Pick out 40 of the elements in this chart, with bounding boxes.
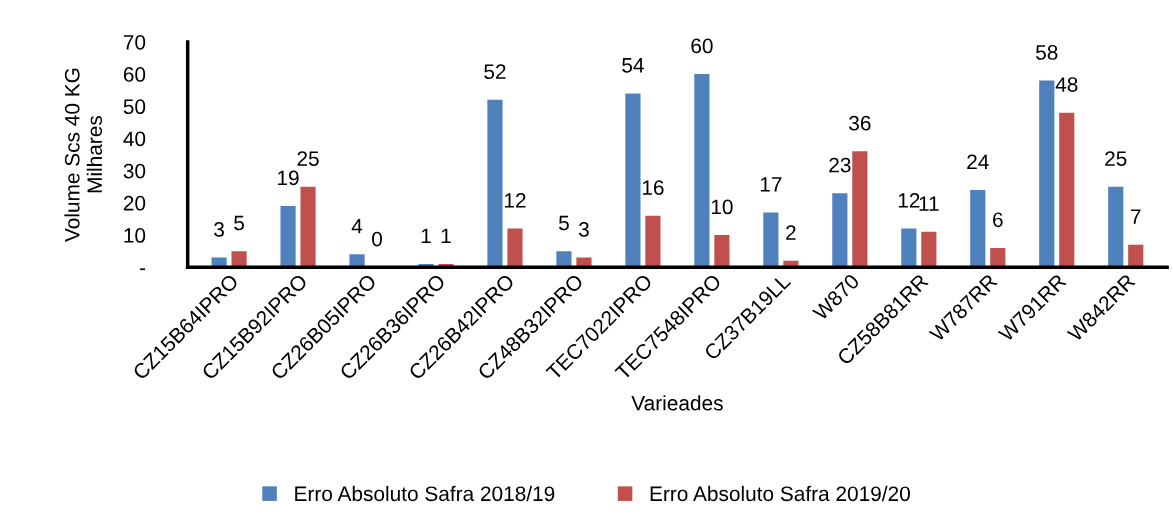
y-axis-title: Volume Scs 40 KG Milhares (64, 68, 103, 242)
data-label: 23 (829, 157, 851, 173)
y-tick-label: 40 (123, 131, 146, 147)
data-label: 5 (234, 215, 244, 231)
x-axis-title: Varieades (631, 395, 723, 411)
data-label: 52 (484, 64, 506, 80)
data-label: 6 (993, 212, 1003, 228)
data-label: 1 (441, 228, 451, 244)
y-tick-label: 20 (123, 195, 146, 211)
y-tick-label: 70 (123, 34, 146, 50)
data-label: 12 (898, 193, 920, 208)
data-label: 3 (214, 222, 224, 237)
data-label: 19 (278, 170, 299, 186)
data-label: 48 (1055, 77, 1078, 92)
data-label: 24 (967, 154, 989, 169)
data-label: 16 (642, 180, 664, 195)
y-tick-label: 10 (124, 228, 146, 243)
y-tick-label: - (140, 268, 146, 271)
y-tick-label: 50 (123, 99, 146, 115)
data-label: 60 (691, 38, 713, 54)
data-label: 25 (1105, 151, 1127, 166)
data-label: 2 (786, 225, 796, 240)
data-label: 5 (558, 215, 569, 231)
data-label: 25 (297, 151, 319, 166)
data-label: 0 (372, 231, 382, 247)
legend-label: Erro Absoluto Safra 2018/19 (295, 485, 555, 502)
data-label: 58 (1036, 45, 1058, 60)
data-label: 1 (421, 228, 431, 244)
data-label: 17 (760, 177, 782, 192)
data-label: 10 (711, 199, 733, 215)
data-label: 12 (504, 193, 526, 208)
data-label: 11 (919, 196, 939, 211)
legend-label: Erro Absoluto Safra 2019/20 (650, 485, 910, 502)
y-tick-label: 30 (123, 163, 146, 179)
data-label: 4 (351, 219, 363, 234)
data-label: 54 (622, 58, 644, 73)
data-label: 36 (849, 115, 871, 131)
y-tick-label: 60 (123, 67, 146, 82)
data-label: 3 (578, 222, 589, 237)
data-label: 7 (1131, 209, 1141, 224)
